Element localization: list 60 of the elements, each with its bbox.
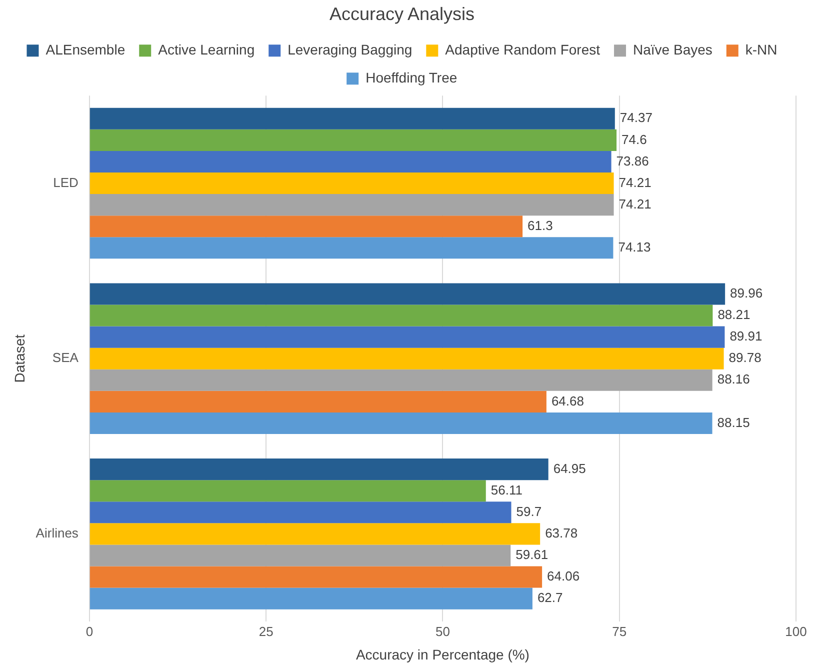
data-label: 73.86 — [616, 153, 649, 168]
x-tick-label: 75 — [612, 624, 627, 639]
data-label: 56.11 — [490, 482, 522, 498]
data-label: 88.15 — [717, 414, 750, 430]
legend-label: Naïve Bayes — [633, 41, 712, 58]
bar — [90, 172, 614, 194]
y-axis-title: Dataset — [11, 334, 28, 383]
bar — [90, 390, 546, 412]
legend-label: ALEnsemble — [46, 41, 126, 58]
data-label: 59.7 — [516, 504, 542, 519]
data-label: 74.21 — [618, 196, 652, 212]
data-label: 89.78 — [728, 350, 762, 366]
bar — [90, 369, 712, 391]
bar — [90, 129, 617, 151]
data-label: 63.78 — [545, 526, 578, 541]
bar — [90, 480, 486, 502]
bar — [90, 304, 713, 326]
bar — [90, 523, 540, 545]
legend-label: Adaptive Random Forest — [445, 41, 600, 58]
data-label: 64.06 — [547, 568, 580, 584]
data-label: 74.21 — [618, 174, 652, 190]
bar — [90, 348, 724, 370]
data-label: 61.3 — [528, 218, 553, 233]
legend-label: Active Learning — [158, 41, 255, 58]
x-tick-label: 100 — [785, 624, 807, 639]
data-label: 64.95 — [553, 460, 586, 476]
legend-label: Leveraging Bagging — [288, 41, 412, 58]
data-label: 89.96 — [730, 286, 763, 301]
data-label: 88.21 — [718, 307, 750, 322]
data-label: 74.37 — [620, 110, 652, 126]
bar — [90, 283, 726, 305]
bar — [90, 458, 548, 480]
y-tick-label: LED — [53, 174, 78, 190]
bar — [90, 194, 614, 216]
chart-title: Accuracy Analysis — [329, 4, 475, 24]
data-label: 88.16 — [717, 372, 750, 387]
x-tick-label: 50 — [435, 624, 450, 639]
bar — [90, 588, 532, 610]
bar — [90, 502, 512, 524]
bar — [90, 150, 612, 172]
bar — [90, 566, 542, 588]
data-label: 74.6 — [622, 132, 647, 147]
y-tick-label: Airlines — [36, 526, 79, 541]
legend-label: Hoeffding Tree — [366, 69, 458, 86]
bar — [90, 237, 614, 259]
x-tick-label: 25 — [258, 624, 274, 639]
data-label: 74.13 — [618, 239, 651, 254]
legend-label: k-NN — [745, 41, 778, 58]
x-axis-title: Accuracy in Percentage (%) — [356, 646, 530, 662]
bar — [90, 108, 615, 130]
bar — [90, 544, 511, 566]
data-label: 59.61 — [516, 547, 548, 562]
bar — [90, 412, 712, 434]
bar — [90, 326, 725, 348]
data-label: 62.7 — [537, 590, 563, 606]
data-label: 89.91 — [730, 328, 762, 344]
data-label: 64.68 — [551, 393, 584, 408]
y-tick-label: SEA — [52, 350, 79, 366]
bar — [90, 216, 523, 238]
x-tick-label: 0 — [86, 624, 94, 639]
